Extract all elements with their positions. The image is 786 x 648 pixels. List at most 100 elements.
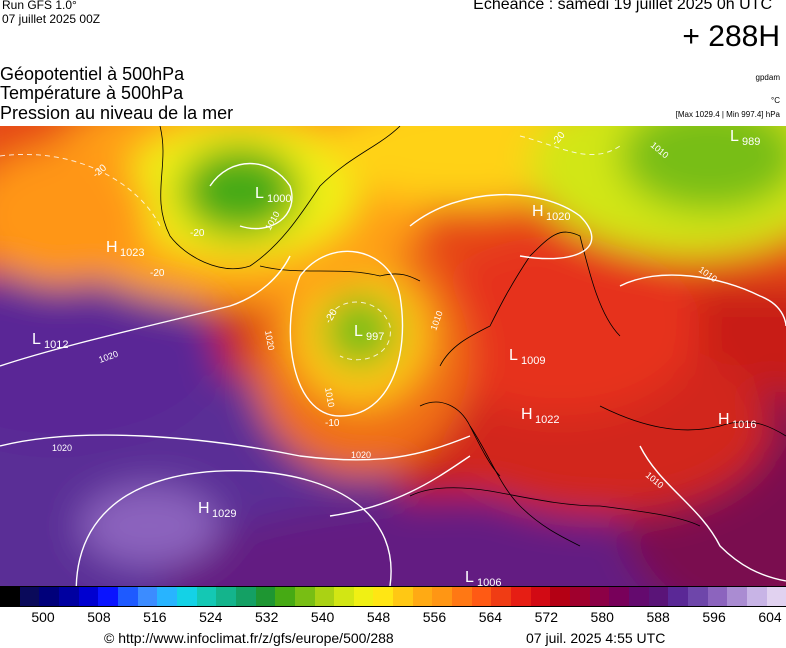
svg-text:-20: -20 <box>150 268 165 279</box>
colorbar-swatch <box>157 587 177 606</box>
svg-text:1020: 1020 <box>263 330 276 351</box>
svg-text:L: L <box>730 128 739 145</box>
svg-text:1020: 1020 <box>546 211 570 223</box>
svg-text:L: L <box>255 185 264 202</box>
parameter-temperature: Température à 500hPa <box>0 83 184 103</box>
colorbar-swatch <box>589 587 610 606</box>
temperature-unit-label: °C <box>771 96 780 105</box>
colorbar-tick-label: 548 <box>366 609 391 625</box>
run-model-label: Run GFS 1.0° <box>2 0 77 12</box>
colorbar-swatch <box>373 587 394 606</box>
colorbar-swatch <box>609 587 629 606</box>
colorbar-swatch <box>530 587 551 606</box>
svg-text:1029: 1029 <box>212 508 236 520</box>
forecast-lead-time: + 288H <box>682 20 780 53</box>
colorbar-swatch <box>176 587 197 606</box>
svg-text:-10: -10 <box>325 418 340 429</box>
geopotential-unit-label: gpdam <box>755 73 780 82</box>
pressure-center-H-1023: H 1023 <box>106 239 144 259</box>
pressure-center-H-1022: H 1022 <box>521 406 559 426</box>
forecast-valid-time: Echéance : samedi 19 juillet 2025 0h UTC <box>473 0 772 13</box>
weather-map: L 1000 L 989 H 1020 H 1023 L 1012 L 997 … <box>0 126 786 586</box>
svg-text:1023: 1023 <box>120 247 144 259</box>
colorbar-swatch <box>235 587 256 606</box>
colorbar-swatch <box>19 587 40 606</box>
colorbar-tick-label: 596 <box>702 609 726 625</box>
pressure-center-L-1000: L 1000 <box>255 185 291 205</box>
pressure-center-H-1016: H 1016 <box>718 411 756 431</box>
colorbar-tick-label: 524 <box>199 609 223 625</box>
colorbar-swatch <box>117 587 138 606</box>
colorbar-swatch <box>452 587 472 606</box>
svg-text:L: L <box>509 347 518 364</box>
svg-text:1016: 1016 <box>732 419 756 431</box>
colorbar-swatch <box>255 587 276 606</box>
run-date-label: 07 juillet 2025 00Z <box>2 12 101 26</box>
svg-text:H: H <box>718 411 730 428</box>
parameter-sea-level-pressure: Pression au niveau de la mer <box>0 103 234 123</box>
colorbar-swatch <box>98 587 118 606</box>
colorbar-tick-label: 572 <box>534 609 558 625</box>
colorbar-swatch <box>294 587 315 606</box>
colorbar-swatch <box>727 587 747 606</box>
colorbar-swatch <box>766 587 786 606</box>
colorbar-swatch <box>629 587 649 606</box>
colorbar-swatch <box>412 587 433 606</box>
svg-text:1012: 1012 <box>44 339 68 351</box>
colorbar-tick-label: 508 <box>87 609 111 625</box>
svg-text:1010: 1010 <box>323 387 336 408</box>
generation-timestamp: 07 juil. 2025 4:55 UTC <box>526 630 666 646</box>
geopotential-colorbar <box>0 586 786 607</box>
colorbar-swatch <box>707 587 728 606</box>
colorbar-tick-label: 532 <box>255 609 279 625</box>
colorbar-swatch <box>78 587 99 606</box>
colorbar-swatch <box>491 587 512 606</box>
colorbar-swatch <box>668 587 688 606</box>
svg-text:1000: 1000 <box>267 193 291 205</box>
svg-text:H: H <box>106 239 118 256</box>
pressure-max-min-label: [Max 1029.4 | Min 997.4] hPa <box>675 110 780 119</box>
colorbar-tick-label: 516 <box>143 609 167 625</box>
colorbar-swatch <box>746 587 767 606</box>
colorbar-swatch <box>275 587 295 606</box>
svg-text:989: 989 <box>742 136 760 148</box>
svg-text:997: 997 <box>366 331 384 343</box>
colorbar-swatch <box>39 587 59 606</box>
colorbar-swatch <box>58 587 79 606</box>
colorbar-swatch <box>353 587 374 606</box>
svg-text:L: L <box>32 331 41 348</box>
colorbar-swatch <box>570 587 590 606</box>
pressure-center-L-997: L 997 <box>354 323 384 343</box>
svg-text:H: H <box>532 203 544 220</box>
pressure-center-H-1029: H 1029 <box>198 500 236 520</box>
colorbar-swatch <box>216 587 236 606</box>
colorbar-swatch <box>137 587 158 606</box>
temperature-contours <box>0 135 621 361</box>
svg-text:1020: 1020 <box>52 443 72 453</box>
pressure-center-L-1009: L 1009 <box>509 347 545 367</box>
colorbar-swatch <box>432 587 453 606</box>
pressure-center-H-1020: H 1020 <box>532 203 570 223</box>
svg-text:1020: 1020 <box>351 450 371 460</box>
isobars <box>0 162 786 586</box>
coastlines <box>159 126 786 547</box>
svg-text:L: L <box>354 323 363 340</box>
svg-text:L: L <box>465 569 474 586</box>
colorbar-swatch <box>0 587 20 606</box>
parameter-geopotential: Géopotentiel à 500hPa <box>0 64 185 84</box>
colorbar-tick-label: 580 <box>590 609 614 625</box>
pressure-center-L-1012: L 1012 <box>32 331 68 351</box>
colorbar-tick-label: 604 <box>758 609 782 625</box>
geopotential-field <box>0 126 786 586</box>
colorbar-tick-label: 556 <box>422 609 447 625</box>
svg-text:1009: 1009 <box>521 355 545 367</box>
colorbar-swatch <box>393 587 413 606</box>
source-url: © http://www.infoclimat.fr/z/gfs/europe/… <box>104 630 394 646</box>
colorbar-ticks: 500 508 516 524 532 540 548 556 564 572 580 588 596 6… <box>0 609 786 627</box>
svg-text:1022: 1022 <box>535 414 559 426</box>
colorbar-swatch <box>196 587 217 606</box>
colorbar-swatch <box>314 587 335 606</box>
svg-text:1006: 1006 <box>477 577 501 586</box>
colorbar-swatch <box>334 587 354 606</box>
pressure-center-L-989: L 989 <box>730 128 760 148</box>
